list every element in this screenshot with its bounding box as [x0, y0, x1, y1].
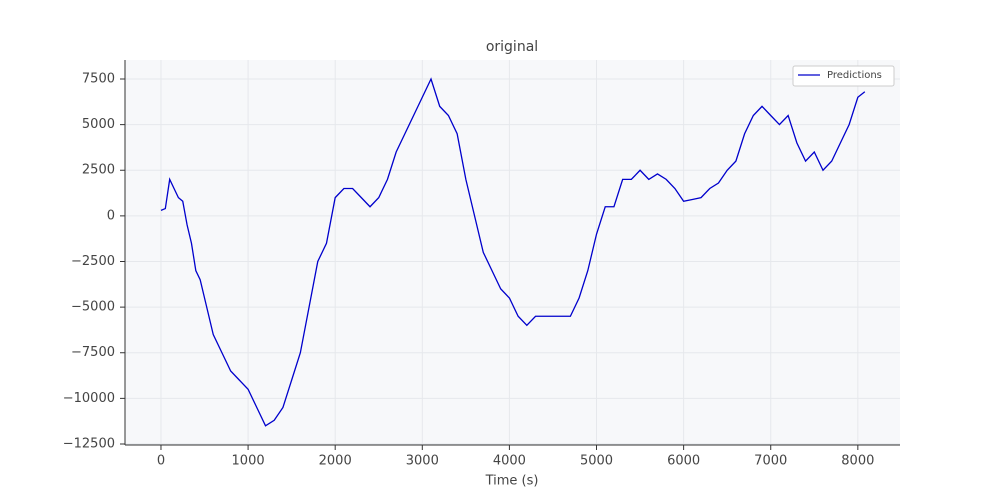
- y-tick-label: 5000: [82, 117, 115, 132]
- chart-title: original: [486, 39, 538, 55]
- y-tick-label: 2500: [82, 163, 115, 178]
- y-tick-label: −7500: [71, 345, 115, 360]
- y-tick-label: 0: [107, 208, 115, 223]
- x-tick-label: 2000: [319, 454, 352, 469]
- x-tick-label: 5000: [580, 454, 613, 469]
- x-tick-label: 1000: [232, 454, 265, 469]
- x-tick-label: 3000: [406, 454, 439, 469]
- x-tick-label: 6000: [667, 454, 700, 469]
- x-tick-label: 8000: [841, 454, 874, 469]
- y-tick-label: −2500: [71, 254, 115, 269]
- x-tick-label: 4000: [493, 454, 526, 469]
- y-tick-label: −10000: [63, 391, 115, 406]
- y-tick-label: −5000: [71, 300, 115, 315]
- plot-area: [125, 60, 900, 445]
- legend-label: Predictions: [827, 70, 882, 81]
- y-tick-label: −12500: [63, 436, 115, 451]
- line-series: [160, 77, 866, 427]
- x-tick-label: 0: [157, 454, 165, 469]
- x-tick-label: 7000: [754, 454, 787, 469]
- legend-box: [792, 65, 895, 87]
- y-tick-label: 7500: [82, 71, 115, 86]
- x-axis-label: Time (s): [485, 474, 539, 489]
